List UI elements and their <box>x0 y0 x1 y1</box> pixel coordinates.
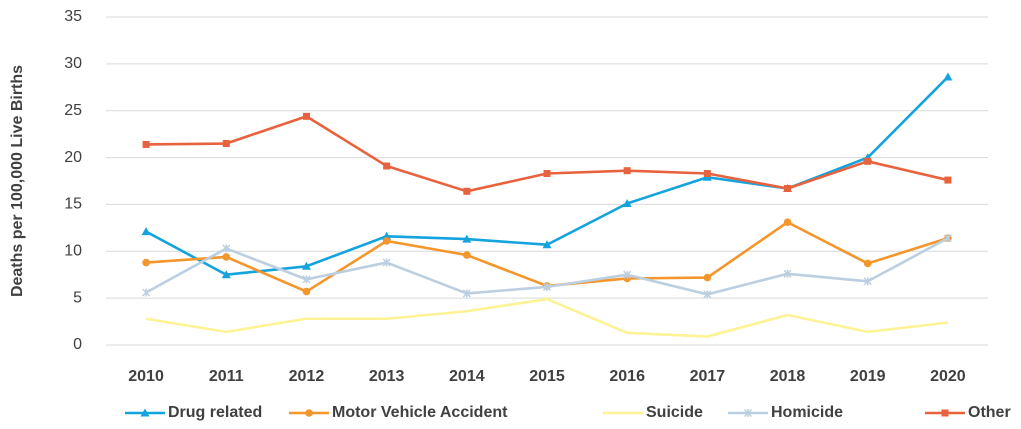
marker <box>623 270 632 279</box>
marker <box>141 227 151 236</box>
marker <box>382 237 391 245</box>
y-tick-label: 15 <box>64 196 82 213</box>
series-line <box>146 115 949 193</box>
x-tick-label: 2018 <box>770 368 806 385</box>
legend-item: Homicide <box>728 404 843 421</box>
marker <box>222 253 231 261</box>
y-tick-label: 10 <box>64 243 82 260</box>
marker <box>462 234 472 243</box>
marker <box>703 273 712 282</box>
marker <box>863 259 872 268</box>
marker <box>463 251 471 259</box>
x-tick-label: 2019 <box>850 368 886 385</box>
marker <box>622 198 632 207</box>
marker <box>542 240 552 249</box>
marker <box>382 258 391 267</box>
x-tick-label: 2015 <box>529 368 565 385</box>
y-tick-label: 0 <box>73 336 82 353</box>
x-tick-label: 2017 <box>690 368 726 385</box>
marker <box>944 176 952 184</box>
marker <box>703 170 711 178</box>
marker <box>221 270 231 279</box>
y-tick-label: 25 <box>64 102 82 119</box>
marker <box>943 234 952 243</box>
marker <box>543 170 551 178</box>
y-tick-label: 20 <box>64 149 82 166</box>
marker <box>305 409 313 417</box>
x-tick-label: 2020 <box>930 368 966 385</box>
series-line <box>145 297 949 338</box>
marker <box>542 282 552 291</box>
legend-item: Other <box>925 404 1011 421</box>
y-tick-label: 35 <box>64 8 82 25</box>
marker <box>140 408 150 417</box>
x-tick-label: 2010 <box>128 368 164 385</box>
marker <box>463 187 471 195</box>
marker <box>302 275 311 284</box>
marker <box>623 167 631 175</box>
marker <box>222 244 231 253</box>
y-tick-label: 30 <box>64 55 82 72</box>
marker <box>941 409 949 417</box>
x-tick-label: 2013 <box>369 368 405 385</box>
legend-item: Suicide <box>603 404 703 421</box>
legend-label: Motor Vehicle Accident <box>332 404 508 421</box>
legend-label: Suicide <box>646 404 703 421</box>
legend-label: Other <box>968 404 1011 421</box>
legend-item: Motor Vehicle Accident <box>289 404 508 421</box>
series-line <box>146 220 949 293</box>
x-tick-label: 2016 <box>609 368 645 385</box>
marker <box>743 408 753 418</box>
marker <box>864 157 872 165</box>
x-tick-label: 2014 <box>449 368 485 385</box>
marker <box>783 269 792 278</box>
marker <box>863 277 872 286</box>
marker <box>784 184 792 192</box>
marker <box>142 288 151 297</box>
y-axis-label: Deaths per 100,000 Live Births <box>9 65 26 297</box>
legend-label: Drug related <box>168 404 262 421</box>
marker <box>222 140 230 148</box>
marker <box>783 218 792 227</box>
marker <box>301 261 311 270</box>
marker <box>382 231 392 240</box>
marker <box>703 290 712 299</box>
marker <box>142 140 150 148</box>
marker <box>383 162 391 170</box>
marker <box>943 72 953 81</box>
marker <box>302 112 310 120</box>
y-tick-label: 5 <box>73 289 82 306</box>
legend-label: Homicide <box>771 404 843 421</box>
marker <box>302 287 311 296</box>
x-tick-label: 2012 <box>289 368 325 385</box>
x-tick-label: 2011 <box>209 368 244 385</box>
marker <box>462 289 471 298</box>
marker <box>142 258 150 267</box>
